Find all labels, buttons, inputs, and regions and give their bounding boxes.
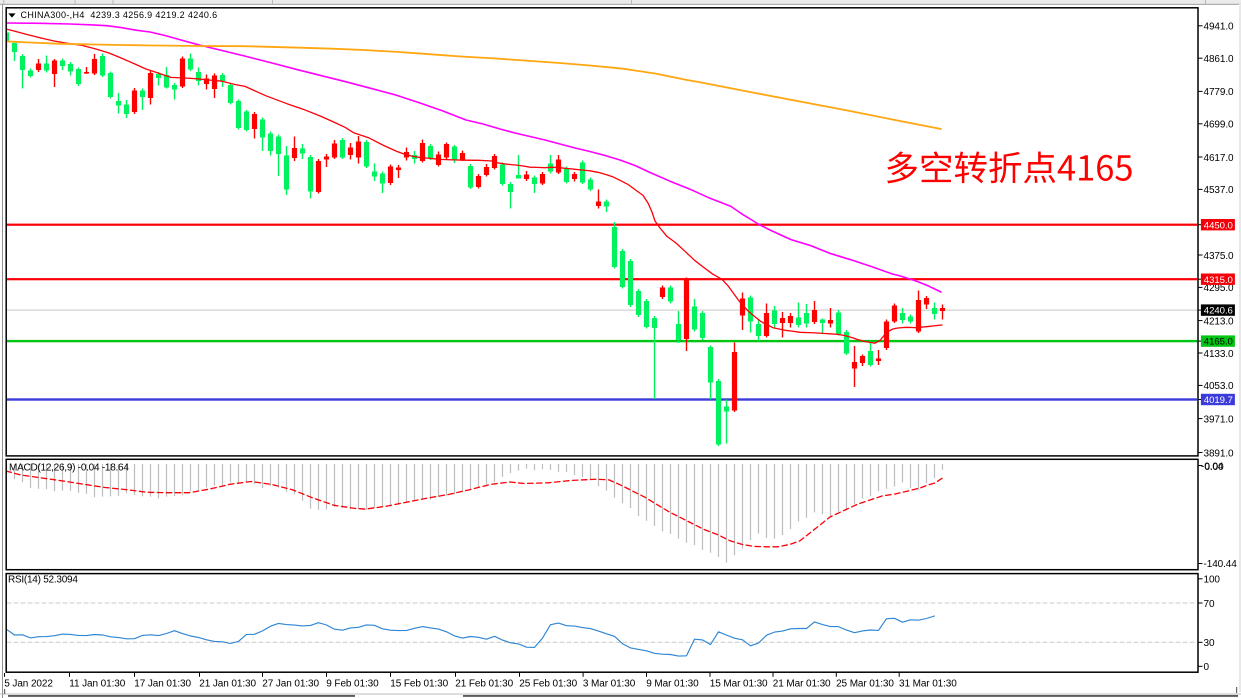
svg-text:3 Mar 01:30: 3 Mar 01:30: [583, 678, 636, 689]
svg-text:0: 0: [1204, 662, 1210, 673]
svg-text:21 Feb 01:30: 21 Feb 01:30: [455, 678, 513, 689]
svg-text:3971.0: 3971.0: [1204, 414, 1235, 425]
svg-text:4053.0: 4053.0: [1204, 381, 1235, 392]
svg-text:25 Feb 01:30: 25 Feb 01:30: [519, 678, 577, 689]
svg-text:0.00: 0.00: [1205, 462, 1225, 473]
svg-text:4240.6: 4240.6: [1204, 306, 1233, 317]
svg-text:MACD(12,26,9) -0.04 -18.64: MACD(12,26,9) -0.04 -18.64: [9, 463, 129, 474]
svg-text:RSI(14) 52.3094: RSI(14) 52.3094: [8, 574, 78, 585]
svg-text:9 Feb 01:30: 9 Feb 01:30: [326, 678, 379, 689]
svg-text:4779.0: 4779.0: [1204, 87, 1235, 98]
svg-text:15 Mar 01:30: 15 Mar 01:30: [710, 678, 768, 689]
svg-text:4941.0: 4941.0: [1204, 22, 1235, 33]
svg-text:4375.0: 4375.0: [1204, 251, 1235, 262]
svg-text:-0.04: -0.04: [1201, 461, 1224, 472]
svg-text:17 Jan 01:30: 17 Jan 01:30: [134, 678, 191, 689]
svg-text:9 Mar 01:30: 9 Mar 01:30: [646, 678, 699, 689]
svg-text:5 Jan 2022: 5 Jan 2022: [4, 678, 53, 689]
svg-text:4861.0: 4861.0: [1204, 54, 1235, 65]
svg-text:4315.0: 4315.0: [1204, 275, 1233, 286]
svg-text:21 Mar 01:30: 21 Mar 01:30: [773, 678, 831, 689]
svg-text:70: 70: [1204, 599, 1215, 610]
svg-text:4537.0: 4537.0: [1204, 185, 1235, 196]
svg-text:3891.0: 3891.0: [1204, 448, 1235, 459]
svg-text:4617.0: 4617.0: [1204, 153, 1235, 164]
svg-text:30: 30: [1204, 638, 1215, 649]
svg-text:27 Jan 01:30: 27 Jan 01:30: [262, 678, 319, 689]
svg-text:4450.0: 4450.0: [1204, 220, 1233, 231]
svg-text:4165.0: 4165.0: [1204, 337, 1233, 348]
svg-text:4295.0: 4295.0: [1204, 283, 1235, 294]
svg-text:25 Mar 01:30: 25 Mar 01:30: [836, 678, 894, 689]
svg-text:31 Mar 01:30: 31 Mar 01:30: [899, 678, 957, 689]
svg-text:21 Jan 01:30: 21 Jan 01:30: [199, 678, 256, 689]
svg-text:15 Feb 01:30: 15 Feb 01:30: [390, 678, 448, 689]
svg-text:4213.0: 4213.0: [1204, 316, 1235, 327]
svg-text:100: 100: [1204, 575, 1221, 586]
svg-text:4699.0: 4699.0: [1204, 120, 1235, 131]
svg-text:4019.7: 4019.7: [1204, 395, 1233, 406]
svg-text:CHINA300-,H4 4239.3 4256.9 42: CHINA300-,H4 4239.3 4256.9 4219.2 4240.6: [21, 10, 218, 20]
svg-text:4133.0: 4133.0: [1204, 349, 1235, 360]
svg-text:11 Jan 01:30: 11 Jan 01:30: [69, 678, 125, 689]
svg-text:-140.44: -140.44: [1204, 559, 1238, 570]
